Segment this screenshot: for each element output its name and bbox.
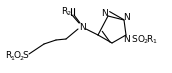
Text: 2: 2 xyxy=(19,56,24,61)
Text: R: R xyxy=(61,6,67,15)
Text: R: R xyxy=(146,35,152,44)
Text: 1: 1 xyxy=(10,56,14,61)
Text: N: N xyxy=(124,12,130,22)
Text: N: N xyxy=(123,35,129,44)
Text: N: N xyxy=(102,8,108,18)
Text: 2: 2 xyxy=(67,11,71,16)
Text: S: S xyxy=(131,35,137,44)
Text: O: O xyxy=(13,51,20,61)
Text: 2: 2 xyxy=(143,39,147,44)
Text: O: O xyxy=(137,35,144,44)
Text: N: N xyxy=(79,22,85,32)
Text: S: S xyxy=(22,51,28,61)
Text: R: R xyxy=(5,51,11,61)
Text: 1: 1 xyxy=(152,39,156,44)
